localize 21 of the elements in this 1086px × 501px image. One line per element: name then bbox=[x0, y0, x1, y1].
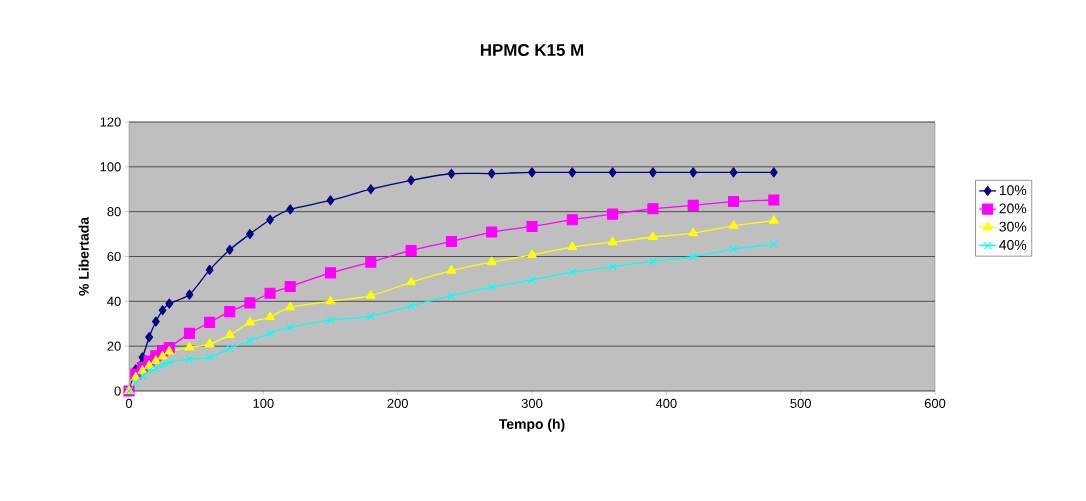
x-tick-label: 200 bbox=[387, 398, 408, 408]
x-tick-label: 100 bbox=[253, 398, 274, 408]
x-axis-title: Tempo (h) bbox=[498, 418, 565, 432]
legend-label: 30% bbox=[999, 221, 1027, 232]
x-tick-label: 0 bbox=[125, 398, 133, 408]
y-axis-title: % Libertada bbox=[78, 216, 89, 296]
legend-label: 10% bbox=[999, 185, 1027, 196]
x-tick-label: 600 bbox=[924, 398, 946, 408]
legend-label: 40% bbox=[999, 239, 1027, 250]
legend-label: 20% bbox=[999, 203, 1027, 214]
x-tick-label: 400 bbox=[655, 398, 677, 408]
y-tick-label: 120 bbox=[100, 117, 121, 127]
x-tick-label: 500 bbox=[790, 398, 811, 408]
y-tick-label: 100 bbox=[100, 162, 121, 172]
y-tick-label: 60 bbox=[107, 251, 121, 262]
y-tick-label: 80 bbox=[107, 207, 121, 217]
y-tick-label: 0 bbox=[114, 386, 121, 396]
chart-title: HPMC K15 M bbox=[480, 43, 584, 56]
x-tick-label: 300 bbox=[521, 398, 543, 408]
y-tick-label: 40 bbox=[107, 296, 121, 306]
y-tick-label: 20 bbox=[107, 341, 121, 351]
